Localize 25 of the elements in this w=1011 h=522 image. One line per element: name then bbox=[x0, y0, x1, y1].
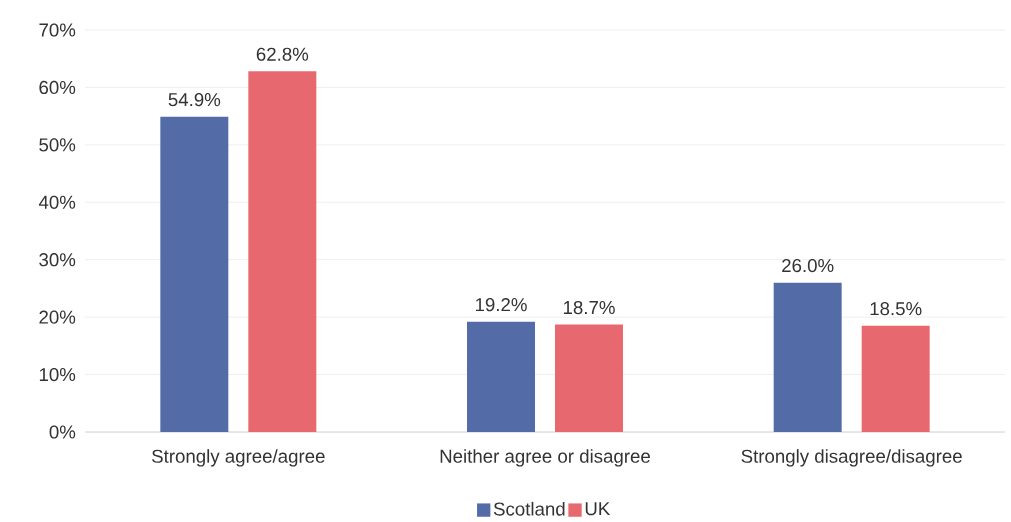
x-tick-label: Neither agree or disagree bbox=[440, 449, 650, 467]
bar bbox=[861, 325, 930, 432]
legend-label: Scotland bbox=[493, 501, 565, 516]
y-tick-label: 0% bbox=[49, 425, 76, 439]
y-tick-label: 20% bbox=[39, 310, 76, 324]
y-tick-label: 10% bbox=[39, 367, 76, 382]
bar bbox=[248, 71, 317, 432]
y-tick-label: 30% bbox=[39, 253, 76, 267]
bar bbox=[467, 321, 535, 432]
bar bbox=[773, 282, 842, 432]
data-label: 26.0% bbox=[782, 258, 834, 273]
y-tick-label: 50% bbox=[39, 138, 76, 152]
bar bbox=[160, 116, 229, 432]
data-label: 62.8% bbox=[256, 47, 309, 61]
y-tick-label: 70% bbox=[39, 23, 76, 37]
y-tick-label: 40% bbox=[38, 195, 76, 209]
x-tick-label: Strongly disagree/disagree bbox=[741, 449, 962, 467]
data-label: 19.2% bbox=[475, 298, 527, 312]
y-tick-label: 60% bbox=[39, 80, 76, 95]
bar bbox=[555, 324, 623, 432]
x-tick-label: Strongly agree/agree bbox=[152, 449, 325, 467]
data-label: 18.7% bbox=[563, 300, 615, 315]
data-label: 18.5% bbox=[870, 302, 922, 316]
data-label: 54.9% bbox=[168, 93, 221, 107]
legend-label: UK bbox=[585, 502, 611, 516]
